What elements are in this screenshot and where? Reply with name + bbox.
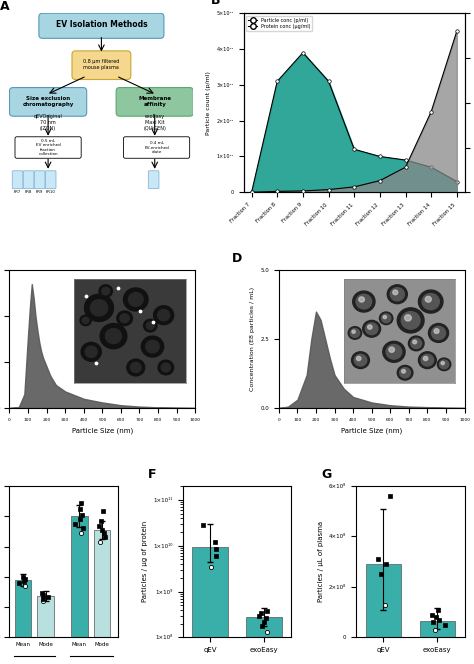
Point [99,525,106,535]
Y-axis label: Concentration (E8 particles / mL): Concentration (E8 particles / mL) [250,287,255,391]
Bar [365,564,401,637]
Point [212,550,220,561]
Bar [93,530,110,637]
Point [378,569,385,580]
Point [21,580,29,591]
FancyBboxPatch shape [72,51,131,80]
Point [78,510,86,521]
Point [77,497,85,508]
Text: FR7: FR7 [14,191,21,195]
Point [100,506,107,517]
Point [264,606,271,616]
Y-axis label: Particle count (p/ml): Particle count (p/ml) [206,71,211,135]
Point [20,576,28,586]
FancyBboxPatch shape [23,171,34,189]
Legend: Particle conc (p/ml), Protein conc (µg/ml): Particle conc (p/ml), Protein conc (µg/m… [246,16,312,31]
FancyBboxPatch shape [9,88,87,116]
X-axis label: Particle Size (nm): Particle Size (nm) [72,427,133,434]
Point [211,537,219,547]
Point [38,587,46,598]
Point [77,528,85,539]
Text: FR10: FR10 [46,191,55,195]
Point [255,610,263,621]
Text: Size exclusion
chromatography: Size exclusion chromatography [22,96,74,107]
FancyBboxPatch shape [116,88,193,116]
Y-axis label: Particles / μg of protein: Particles / μg of protein [142,521,148,602]
Point [21,574,29,584]
Text: 0.4 mL
EV-enriched
elute: 0.4 mL EV-enriched elute [144,141,169,154]
Text: D: D [232,252,243,265]
Point [101,532,109,542]
Point [76,514,83,525]
Text: A: A [0,0,10,13]
Text: 0.8 µm filtered
mouse plasma: 0.8 µm filtered mouse plasma [83,60,119,70]
Point [382,600,389,610]
FancyBboxPatch shape [123,137,190,158]
Bar [192,546,228,664]
FancyBboxPatch shape [12,171,23,189]
Point [97,516,105,527]
Point [432,612,440,623]
Point [258,620,266,631]
Point [72,518,79,529]
Bar [37,596,54,637]
Point [39,596,47,606]
Text: G: G [321,468,332,481]
Text: exoEasy
Maxi Kit
(QIAGEN): exoEasy Maxi Kit (QIAGEN) [143,114,166,131]
Text: B: B [211,0,220,7]
Bar [246,617,282,664]
Point [208,561,215,572]
Point [261,616,268,627]
Text: EV Isolation Methods: EV Isolation Methods [55,21,147,29]
Point [15,578,23,588]
Point [382,559,390,570]
Point [97,537,104,547]
Point [39,590,47,600]
Point [431,625,439,635]
FancyBboxPatch shape [39,13,164,39]
Bar [71,517,88,637]
Point [199,520,207,531]
Point [19,572,27,582]
Point [79,523,87,534]
Text: Membrane
affinity: Membrane affinity [138,96,171,107]
Point [374,554,382,564]
X-axis label: Particle Size (nm): Particle Size (nm) [341,427,402,434]
Point [429,617,437,627]
Bar [15,580,31,637]
Point [212,544,219,554]
Point [77,504,84,515]
Point [435,614,443,625]
Point [263,613,270,623]
FancyBboxPatch shape [46,171,56,189]
Point [257,608,264,618]
FancyBboxPatch shape [15,137,81,158]
Point [386,491,394,501]
Y-axis label: Particles / μL of plasma: Particles / μL of plasma [318,521,324,602]
Text: FR8: FR8 [25,191,32,195]
Point [263,627,271,637]
FancyBboxPatch shape [148,171,159,189]
Point [39,594,47,605]
Text: qEVOriginal
70 nm
(IZON): qEVOriginal 70 nm (IZON) [34,114,63,131]
Point [428,610,436,620]
Point [441,620,449,630]
Point [434,604,442,615]
Point [44,592,52,602]
Text: F: F [148,468,157,481]
Bar [420,621,455,637]
Text: FR9: FR9 [36,191,43,195]
FancyBboxPatch shape [34,171,45,189]
Text: 0.5 mL
EV enriched
fraction
collection: 0.5 mL EV enriched fraction collection [36,139,61,157]
Point [100,528,108,539]
Point [95,521,103,531]
